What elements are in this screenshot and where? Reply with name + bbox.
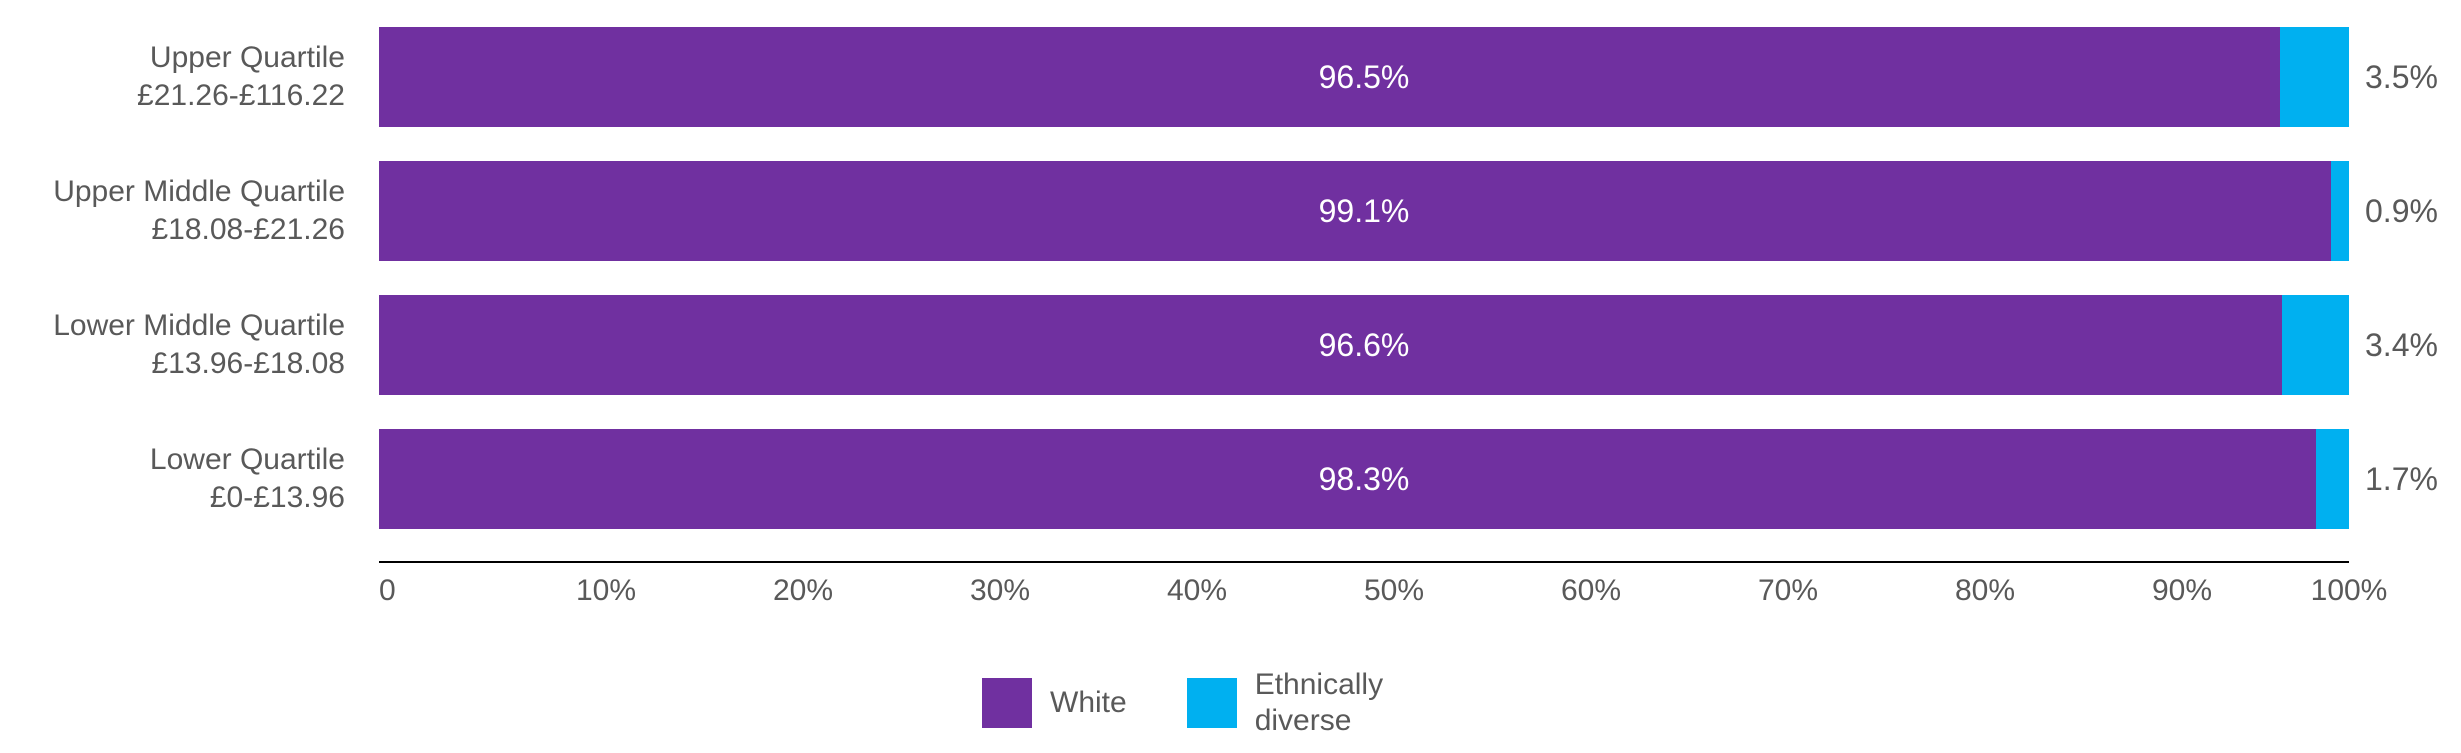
ethnically-diverse-percentage-label: 3.5% — [2365, 58, 2438, 95]
chart-row: Lower Middle Quartile £13.96-£18.08 96.6% 3… — [0, 295, 2438, 395]
legend-label-white: White — [1050, 686, 1127, 719]
x-axis-tick-labels: 0 10% 20% 30% 40% 50% 60% 70% 80% 90% 100% — [379, 574, 2387, 614]
chart-legend: White Ethnically diverse — [982, 667, 1420, 739]
bar-segment-white — [379, 27, 2281, 127]
ethnically-diverse-percentage-label: 1.7% — [2365, 460, 2438, 497]
bar-segment-ethnically-diverse — [2282, 295, 2349, 395]
x-axis-tick-label: 20% — [773, 574, 834, 607]
ethnically-diverse-percentage-label: 3.4% — [2365, 326, 2438, 363]
bar-segment-white — [379, 295, 2283, 395]
chart-row: Lower Quartile £0-£13.96 98.3% 1.7% — [0, 429, 2438, 529]
category-pay-range: £0-£13.96 — [209, 481, 345, 514]
category-name: Lower Middle Quartile — [53, 309, 345, 342]
bar-segment-ethnically-diverse — [2315, 429, 2349, 529]
x-axis-tick-label: 60% — [1561, 574, 1622, 607]
x-axis-tick-label: 80% — [1955, 574, 2016, 607]
legend-label-ethnically-diverse: Ethnically diverse — [1254, 668, 1384, 737]
category-name: Lower Quartile — [149, 443, 345, 476]
white-percentage-label: 96.6% — [1318, 326, 1410, 363]
white-percentage-label: 96.5% — [1318, 58, 1410, 95]
x-axis-tick-label: 100% — [2310, 574, 2388, 607]
legend-entry-ethnically-diverse: Ethnically diverse — [1186, 667, 1420, 739]
white-percentage-label: 99.1% — [1318, 192, 1410, 229]
category-name: Upper Middle Quartile — [53, 175, 345, 208]
ethnically-diverse-percentage-label: 0.9% — [2365, 192, 2438, 229]
bar-segment-ethnically-diverse — [2331, 161, 2349, 261]
white-percentage-label: 98.3% — [1318, 460, 1410, 497]
category-pay-range: £21.26-£116.22 — [137, 79, 345, 112]
category-pay-range: £13.96-£18.08 — [151, 347, 345, 380]
x-axis-tick-label: 10% — [576, 574, 637, 607]
x-axis-line — [379, 561, 2349, 563]
x-axis-tick-label: 50% — [1364, 574, 1425, 607]
chart-row: Upper Quartile £21.26-£116.22 96.5% 3.5% — [0, 27, 2438, 127]
x-axis-tick-label: 90% — [2152, 574, 2213, 607]
bar-segment-ethnically-diverse — [2280, 27, 2349, 127]
category-label: Upper Middle Quartile £18.08-£21.26 — [0, 161, 379, 261]
x-axis-tick-label: 30% — [970, 574, 1031, 607]
x-axis-tick-label: 0 — [379, 574, 396, 607]
bar-track: 98.3% — [379, 429, 2349, 529]
bar-track: 99.1% — [379, 161, 2349, 261]
bar-track: 96.5% — [379, 27, 2349, 127]
category-label: Lower Quartile £0-£13.96 — [0, 429, 379, 529]
chart-row: Upper Middle Quartile £18.08-£21.26 99.1% 0… — [0, 161, 2438, 261]
category-name: Upper Quartile — [149, 41, 345, 74]
category-label: Lower Middle Quartile £13.96-£18.08 — [0, 295, 379, 395]
legend-swatch-white-icon — [982, 678, 1032, 728]
category-label: Upper Quartile £21.26-£116.22 — [0, 27, 379, 127]
bars-area: Upper Quartile £21.26-£116.22 96.5% 3.5% Upp… — [0, 27, 2438, 529]
category-pay-range: £18.08-£21.26 — [151, 213, 345, 246]
legend-swatch-ethnically-diverse-icon — [1186, 678, 1237, 728]
x-axis-tick-label: 70% — [1758, 574, 1819, 607]
x-axis-tick-label: 40% — [1167, 574, 1228, 607]
bar-track: 96.6% — [379, 295, 2349, 395]
bar-segment-white — [379, 161, 2332, 261]
bar-segment-white — [379, 429, 2316, 529]
legend-entry-white: White — [982, 678, 1127, 728]
